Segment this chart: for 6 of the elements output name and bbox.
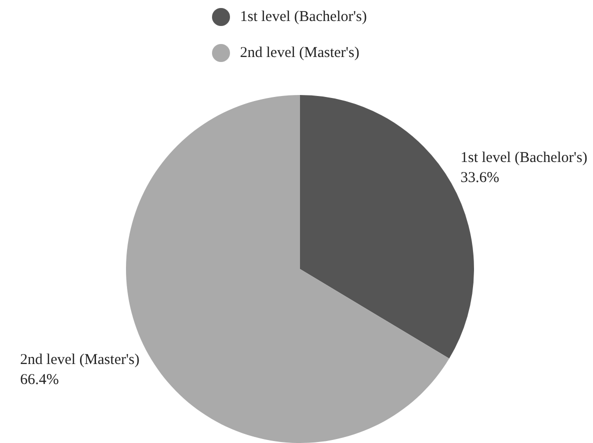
data-label: 66.4% [20,372,59,388]
slice-label: 2nd level (Master's) [20,352,140,368]
data-label: 33.6% [460,170,500,186]
slice-label: 1st level (Bachelor's) [460,150,588,166]
legend-label: 2nd level (Master's) [240,44,360,62]
legend-label: 1st level (Bachelor's) [240,8,367,26]
